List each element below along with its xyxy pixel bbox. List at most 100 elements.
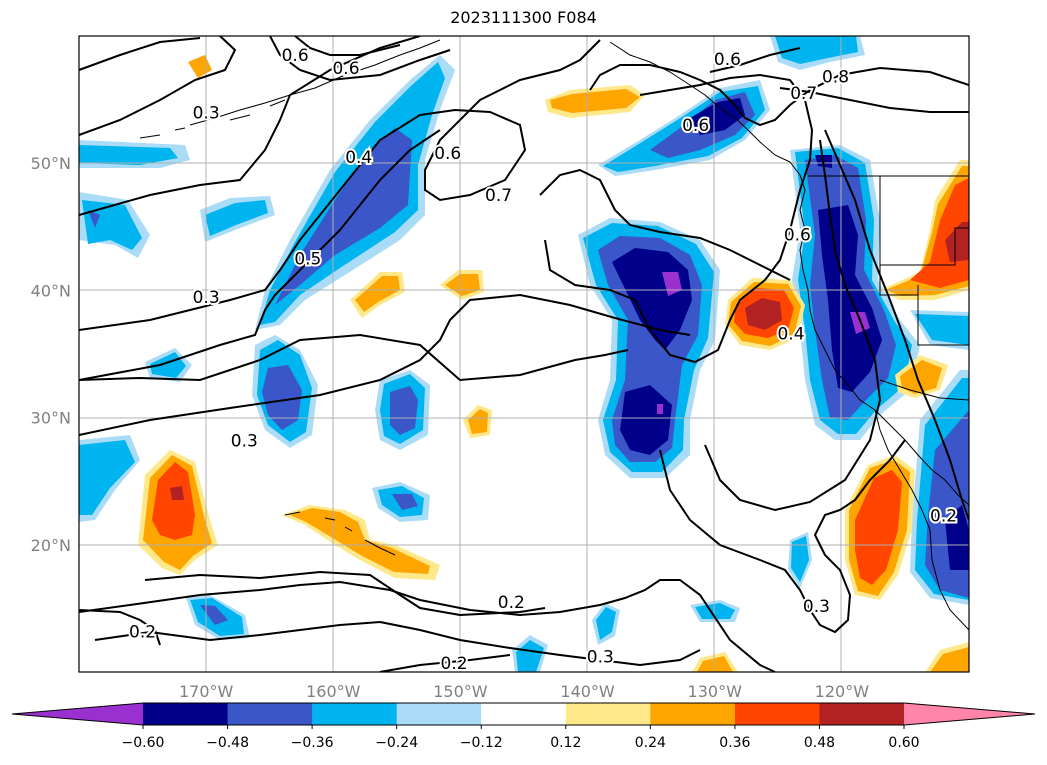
contour-label: 0.3 [193,103,220,123]
contours [79,36,969,672]
contour-line [79,129,441,381]
latitude-label: 40°N [31,281,71,300]
colorbar-segment [312,703,398,725]
shade-blue [390,386,418,435]
contour-label: 0.2 [441,654,468,674]
contour-line [704,139,882,512]
contour-label: 0.8 [822,68,849,88]
contour-label: 0.3 [231,431,258,451]
colorbar-segment [819,703,905,725]
colorbar-segment [650,703,736,725]
contour-label: 0.2 [930,507,957,527]
shade-blue [945,505,969,570]
coastlines [139,39,969,631]
contour-label: 0.6 [282,46,309,66]
longitude-label: 150°W [433,682,488,701]
longitude-label: 130°W [688,682,743,701]
shade-blue [695,603,735,619]
contour-label: 0.4 [345,148,372,168]
colorbar-tick-label: −0.24 [375,735,418,751]
shade-orange [355,276,400,312]
colorbar-segment [143,703,229,725]
contour-label: 0.7 [790,84,817,104]
contour-label: 0.5 [294,250,321,270]
shade-blue [392,494,418,510]
map-plot-area [79,36,969,672]
coastline-bc [789,161,933,471]
shade-purple [657,404,663,414]
colorbar-segment [481,703,567,725]
contour-line [779,87,969,113]
longitude-label: 120°W [815,682,870,701]
contour-label: 0.3 [587,648,614,668]
contour-label: 0.6 [784,225,811,245]
shade-blue [516,640,544,672]
shade-blue [775,36,858,64]
shade-blue [88,210,100,228]
colorbar-tick-label: −0.12 [460,735,503,751]
contour-label: 0.6 [682,116,709,136]
contour-label: 0.2 [498,593,525,613]
latitude-label: 20°N [31,536,71,555]
contour-line [79,579,776,672]
colorbar-segment [734,703,820,725]
contour-line [544,73,814,364]
colorbar-tick-label: 0.60 [888,735,919,751]
colorbar-tick-label: 0.36 [719,735,750,751]
contour-line [539,168,791,281]
coastline-alaska-south [609,41,791,163]
contour-line [79,37,201,71]
shade-blue [79,145,178,165]
colorbar-tick-label: −0.36 [291,735,334,751]
contour-label: 0.4 [777,325,804,345]
latitude-labels: 50°N 40°N 30°N 20°N [31,154,71,555]
shade-orange [170,486,184,500]
shade-blue [690,98,745,135]
colorbar-extend-min [12,703,143,725]
contour-labels: 0.60.60.30.4 0.60.70.50.30.30.60.80.70.60… [127,44,959,676]
contour-line [589,64,969,127]
map-frame [78,35,970,673]
contour-line [79,293,691,436]
contour-label: 0.3 [803,597,830,617]
shade-blue [205,200,268,236]
shade-blue [262,365,302,430]
longitude-labels: 170°W 160°W 150°W 140°W 130°W 120°W [179,682,869,701]
shade-orange [152,462,195,540]
contour-label: 0.3 [193,288,220,308]
contour-label: 0.6 [714,50,741,70]
shade-orange [745,298,782,330]
shade-orange [290,508,430,574]
colorbar-tick-label: 0.12 [550,735,581,751]
coastline-mexico [931,469,969,506]
shade-orange [945,222,969,262]
contour-line [824,129,969,521]
shade-blue [82,200,142,250]
contour-line [79,39,601,331]
shade-purple [850,312,870,334]
colorbar: −0.60 −0.48 −0.36 −0.24 −0.12 0.12 0.24 0.36 0.4… [11,702,1036,751]
shade-blue [200,605,228,625]
contour-line [294,36,401,56]
coastline-aleutians [139,99,286,139]
contour-line [79,609,161,646]
shade-orange [697,656,733,672]
longitude-label: 140°W [560,682,615,701]
shade-blue [620,385,672,455]
shade-blue [915,314,969,345]
contour-line [709,47,801,73]
colorbar-segment [227,703,313,725]
latitude-label: 30°N [31,409,71,428]
shade-orange [550,89,640,113]
contour-line [144,570,546,617]
colorbar-tick-label: −0.60 [122,735,165,751]
shade-blue [79,440,135,515]
coastline-alaska-peninsula [189,39,441,126]
longitude-label: 160°W [306,682,361,701]
contour-line [379,654,511,672]
latitude-label: 50°N [31,154,71,173]
contour-line [79,36,237,136]
colorbar-tick-label: −0.48 [206,735,249,751]
contour-line [79,333,629,382]
contour-line [659,439,906,634]
